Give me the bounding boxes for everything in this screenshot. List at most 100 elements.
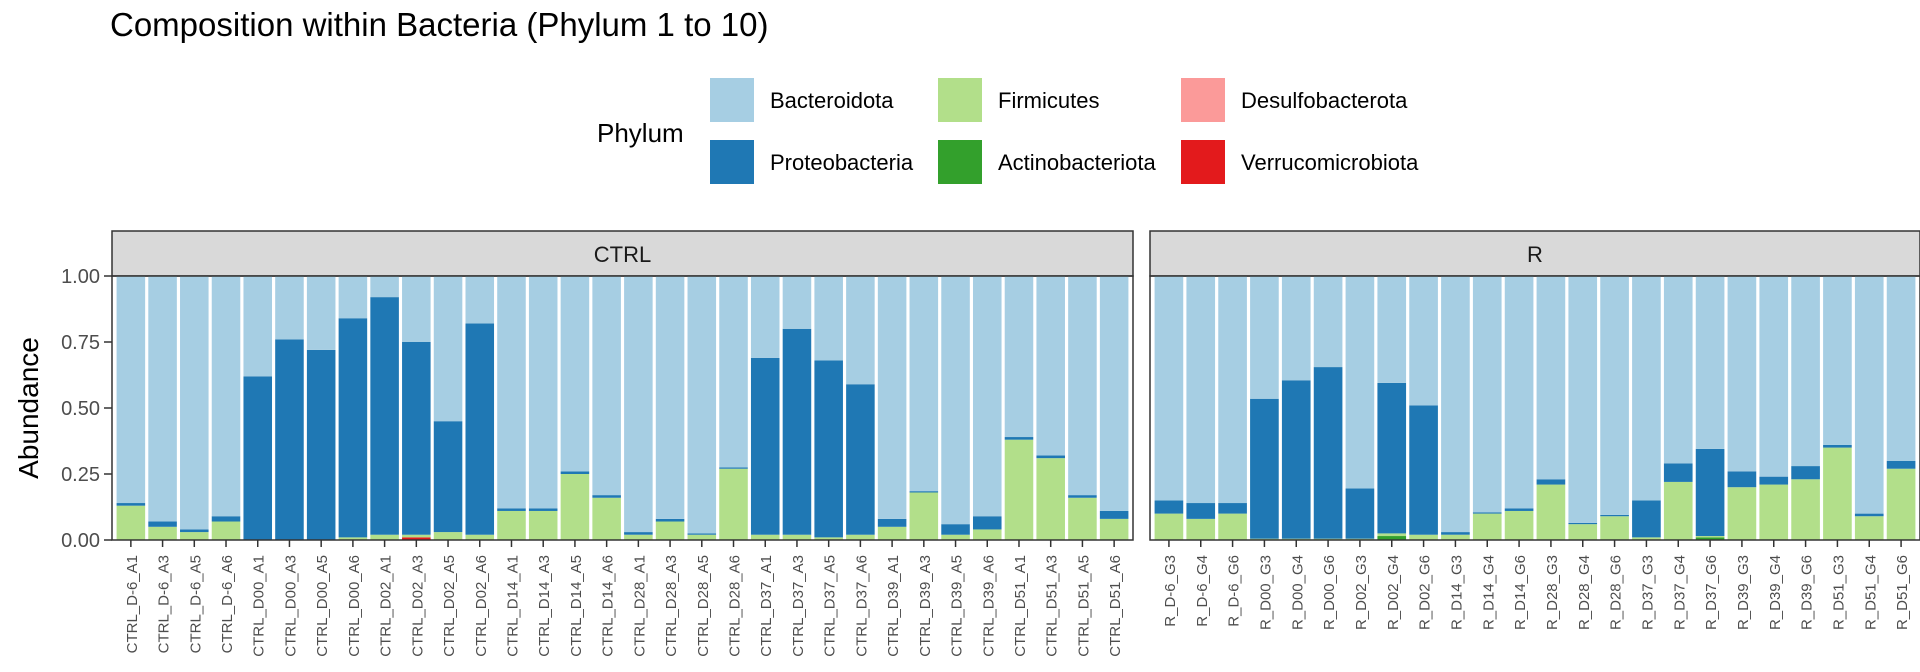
x-tick-label: CTRL_D39_A5: [949, 555, 966, 657]
x-tick-label: R_D37_G3: [1639, 555, 1656, 630]
bar-segment-proteobacteria: [211, 516, 241, 522]
bar-segment-bacteroidota: [1568, 276, 1598, 523]
legend-key-verrucomicrobiota: [1181, 140, 1225, 184]
legend-label-desulfobacterota: Desulfobacterota: [1241, 88, 1408, 113]
x-tick-label: CTRL_D00_A1: [251, 555, 268, 657]
bar-segment-firmicutes: [1663, 481, 1693, 540]
bar-segment-proteobacteria: [243, 376, 273, 540]
x-tick-label: R_D39_G3: [1735, 555, 1752, 630]
x-tick-label: R_D51_G4: [1862, 555, 1879, 630]
bar-segment-bacteroidota: [1504, 276, 1534, 509]
bar-segment-bacteroidota: [687, 276, 717, 534]
x-tick-label: CTRL_D37_A3: [790, 555, 807, 657]
bar-segment-bacteroidota: [1036, 276, 1065, 456]
bar-segment-bacteroidota: [592, 276, 621, 496]
bar-segment-verrucomicrobiota: [402, 537, 431, 540]
bar-segment-proteobacteria: [1568, 522, 1598, 525]
bar-segment-firmicutes: [1472, 513, 1502, 540]
bar-segment-firmicutes: [750, 534, 780, 540]
bar-segment-bacteroidota: [1313, 276, 1343, 368]
bar-segment-proteobacteria: [116, 503, 146, 506]
legend-label-bacteroidota: Bacteroidota: [770, 88, 894, 113]
bar-segment-firmicutes: [370, 534, 399, 540]
bar-segment-proteobacteria: [1695, 448, 1725, 537]
bar-segment-bacteroidota: [1409, 276, 1438, 406]
bar-segment-bacteroidota: [1791, 276, 1820, 467]
bar-segment-firmicutes: [877, 526, 907, 540]
bar-segment-firmicutes: [1036, 458, 1065, 540]
facet-label-ctrl: CTRL: [594, 242, 651, 267]
bar-segment-bacteroidota: [782, 276, 812, 329]
legend-label-firmicutes: Firmicutes: [998, 88, 1099, 113]
bar-segment-bacteroidota: [1218, 276, 1247, 504]
bar-segment-proteobacteria: [1759, 476, 1789, 485]
bar-segment-bacteroidota: [1377, 276, 1407, 383]
bar-segment-proteobacteria: [655, 518, 685, 522]
bar-segment-firmicutes: [180, 532, 209, 540]
bar-segment-bacteroidota: [1854, 276, 1884, 514]
bar-segment-proteobacteria: [1313, 367, 1343, 539]
x-tick-label: R_D-6_G3: [1162, 555, 1179, 627]
bar-segment-bacteroidota: [1886, 276, 1916, 461]
bar-segment-bacteroidota: [465, 276, 495, 324]
bar-segment-bacteroidota: [243, 276, 273, 377]
bar-segment-bacteroidota: [1154, 276, 1184, 501]
legend-key-firmicutes: [938, 78, 982, 122]
bar-segment-bacteroidota: [1281, 276, 1311, 381]
bar-segment-proteobacteria: [1472, 512, 1502, 514]
bar-segment-proteobacteria: [1068, 495, 1097, 498]
y-tick-label: 0.00: [61, 530, 100, 552]
bar-segment-proteobacteria: [846, 384, 875, 535]
x-tick-label: R_D00_G4: [1289, 555, 1306, 630]
bar-segment-bacteroidota: [1099, 276, 1129, 511]
x-tick-label: CTRL_D-6_A5: [187, 555, 204, 653]
x-tick-label: R_D37_G6: [1703, 555, 1720, 630]
bar-segment-bacteroidota: [560, 276, 590, 472]
x-tick-label: R_D00_G6: [1321, 555, 1338, 630]
bar-segment-firmicutes: [528, 510, 558, 540]
x-tick-label: R_D39_G6: [1799, 555, 1816, 630]
bar-segment-bacteroidota: [972, 276, 1002, 517]
bar-segment-bacteroidota: [1632, 276, 1661, 501]
legend-title: Phylum: [597, 118, 684, 148]
y-tick-label: 0.50: [61, 398, 100, 420]
bar-segment-bacteroidota: [1823, 276, 1852, 445]
x-tick-label: R_D-6_G6: [1226, 555, 1243, 627]
bar-segment-proteobacteria: [1036, 455, 1065, 459]
bar-segment-proteobacteria: [719, 467, 748, 469]
x-tick-label: R_D28_G3: [1544, 555, 1561, 630]
bar-segment-bacteroidota: [402, 276, 431, 342]
bar-segment-firmicutes: [433, 532, 463, 540]
bar-segment-proteobacteria: [941, 524, 970, 535]
x-tick-label: R_D02_G6: [1417, 555, 1434, 630]
x-tick-label: CTRL_D37_A6: [853, 555, 870, 657]
bar-segment-firmicutes: [1004, 439, 1034, 540]
bar-segment-proteobacteria: [1409, 405, 1438, 535]
bar-segment-proteobacteria: [909, 491, 939, 493]
bar-segment-proteobacteria: [1536, 479, 1566, 485]
bar-segment-proteobacteria: [1854, 513, 1884, 517]
x-tick-label: R_D02_G4: [1385, 555, 1402, 630]
bar-segment-bacteroidota: [370, 276, 399, 298]
bar-segment-bacteroidota: [1186, 276, 1216, 504]
bar-segment-firmicutes: [592, 497, 621, 540]
bar-segment-bacteroidota: [624, 276, 653, 533]
bar-segment-proteobacteria: [560, 471, 590, 474]
legend-key-bacteroidota: [710, 78, 754, 122]
bar-segment-proteobacteria: [687, 533, 717, 535]
bar-segment-bacteroidota: [1695, 276, 1725, 449]
x-tick-label: CTRL_D02_A5: [441, 555, 458, 657]
x-tick-label: CTRL_D14_A6: [600, 555, 617, 657]
bar-segment-firmicutes: [719, 468, 748, 540]
x-tick-label: R_D37_G4: [1671, 555, 1688, 630]
legend-label-verrucomicrobiota: Verrucomicrobiota: [1241, 150, 1419, 175]
bar-segment-firmicutes: [972, 529, 1002, 540]
x-tick-label: R_D00_G3: [1257, 555, 1274, 630]
bar-segment-proteobacteria: [465, 323, 495, 535]
bar-segment-proteobacteria: [624, 532, 653, 535]
bar-segment-proteobacteria: [1186, 503, 1216, 519]
x-tick-label: CTRL_D39_A1: [885, 555, 902, 657]
x-tick-label: CTRL_D-6_A3: [156, 555, 173, 653]
panel-border-ctrl: [111, 275, 1134, 541]
x-tick-label: CTRL_D37_A1: [758, 555, 775, 657]
